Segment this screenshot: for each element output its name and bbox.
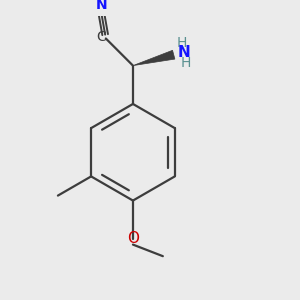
Polygon shape (133, 50, 175, 66)
Text: C: C (97, 30, 106, 44)
Text: N: N (178, 45, 190, 60)
Text: H: H (176, 36, 187, 50)
Text: O: O (127, 231, 139, 246)
Text: H: H (181, 56, 191, 70)
Text: N: N (96, 0, 107, 12)
